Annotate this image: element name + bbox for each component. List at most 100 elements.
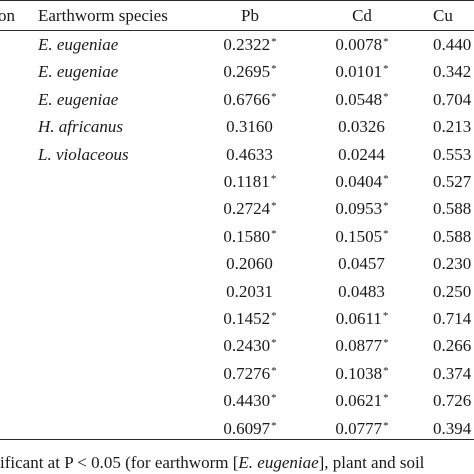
cell-pb-value: 0.4430 <box>223 391 271 410</box>
significance-mark: * <box>383 36 389 48</box>
significance-mark: * <box>383 228 389 240</box>
cell-pb: 0.1181* <box>208 173 292 190</box>
cell-pb-value: 0.2031 <box>226 282 273 301</box>
cell-cd: 0.0877* <box>320 337 404 354</box>
cell-pb: 0.1452* <box>208 310 292 327</box>
significance-mark: * <box>383 200 389 212</box>
footnote-species: E. eugeniae <box>238 453 319 472</box>
cell-cu-value: 0.704 <box>433 90 472 109</box>
significance-mark: * <box>383 63 389 75</box>
cell-cu: 0.230 <box>433 255 471 272</box>
significance-mark: * <box>271 91 277 103</box>
cell-cu-value: 0.726 <box>433 391 472 410</box>
cell-cu-value: 0.394 <box>433 419 472 438</box>
cell-pb: 0.7276* <box>208 365 292 382</box>
cell-cu: 0.527 <box>433 173 471 190</box>
significance-mark: * <box>383 337 389 349</box>
cell-cd-value: 0.0078 <box>335 35 383 54</box>
cell-pb: 0.6766* <box>208 91 292 108</box>
cell-cd-value: 0.0483 <box>338 282 385 301</box>
cell-species: L. violaceous <box>38 145 129 164</box>
cell-cu-value: 0.266 <box>433 336 472 355</box>
cell-species: H. africanus <box>38 117 123 136</box>
cell-cd-value: 0.0621 <box>335 391 383 410</box>
cell-cu: 0.440 <box>433 36 471 53</box>
cell-cd-value: 0.0101 <box>335 62 383 81</box>
cell-cu-value: 0.213 <box>433 117 472 136</box>
header-earthworm-species: Earthworm species <box>38 6 168 25</box>
cell-pb-value: 0.6766 <box>223 90 271 109</box>
cell-pb: 0.1580* <box>208 228 292 245</box>
cell-cu: 0.342 <box>433 63 471 80</box>
significance-mark: * <box>271 337 277 349</box>
cell-pb: 0.4430* <box>208 392 292 409</box>
table-top-rule <box>0 0 474 1</box>
cell-cd-value: 0.1038 <box>335 364 383 383</box>
cell-pb: 0.3160 <box>208 118 292 135</box>
table-header-rule <box>0 30 474 31</box>
cell-cd: 0.0621* <box>320 392 404 409</box>
header-first-column: on <box>0 6 15 25</box>
cell-pb-value: 0.2322 <box>223 35 271 54</box>
cell-cd-value: 0.1505 <box>335 227 383 246</box>
cell-cu-value: 0.250 <box>433 282 472 301</box>
cell-pb: 0.2031 <box>208 283 292 300</box>
significance-mark: * <box>383 91 389 103</box>
significance-mark: * <box>271 36 277 48</box>
cell-species: E. eugeniae <box>38 90 119 109</box>
table-footnote: ificant at P < 0.05 (for earthworm [E. e… <box>0 453 424 473</box>
cell-cu-value: 0.588 <box>433 199 472 218</box>
cell-cu-value: 0.588 <box>433 227 472 246</box>
cell-pb-value: 0.2060 <box>226 254 273 273</box>
cell-cu: 0.704 <box>433 91 471 108</box>
cell-pb-value: 0.6097 <box>223 419 271 438</box>
cell-cd-value: 0.0953 <box>335 199 383 218</box>
header-pb: Pb <box>241 6 259 25</box>
footnote-text-1: ificant at P < 0.05 (for earthworm [ <box>0 453 239 472</box>
cell-cd-value: 0.0244 <box>338 145 385 164</box>
cell-cu: 0.266 <box>433 337 471 354</box>
footnote-text-2: ], plant and soil <box>318 453 425 472</box>
cell-pb: 0.2322* <box>208 36 292 53</box>
cell-cd-value: 0.0877 <box>335 336 383 355</box>
cell-pb-value: 0.2724 <box>223 199 271 218</box>
cell-cu-value: 0.440 <box>433 35 472 54</box>
cell-cd: 0.0611* <box>320 310 404 327</box>
cell-cu-value: 0.230 <box>433 254 472 273</box>
cell-cu-value: 0.714 <box>433 309 472 328</box>
cell-cd-value: 0.0611 <box>335 309 382 328</box>
significance-mark: * <box>383 173 389 185</box>
cell-cd: 0.0078* <box>320 36 404 53</box>
cell-cu-value: 0.553 <box>433 145 472 164</box>
cell-cu: 0.588 <box>433 228 471 245</box>
cell-pb-value: 0.4633 <box>226 145 273 164</box>
cell-pb: 0.2724* <box>208 200 292 217</box>
cell-cu: 0.726 <box>433 392 471 409</box>
cell-cu: 0.588 <box>433 200 471 217</box>
significance-mark: * <box>383 365 389 377</box>
cell-pb-value: 0.1452 <box>223 309 271 328</box>
cell-cu: 0.213 <box>433 118 471 135</box>
significance-mark: * <box>270 173 277 185</box>
cell-cu: 0.553 <box>433 146 471 163</box>
cell-cd: 0.0101* <box>320 63 404 80</box>
cell-cd-value: 0.0777 <box>335 419 383 438</box>
cell-cu-value: 0.527 <box>433 172 472 191</box>
cell-cd: 0.0548* <box>320 91 404 108</box>
cell-cd: 0.0483 <box>320 283 404 300</box>
cell-pb-value: 0.7276 <box>223 364 271 383</box>
table-bottom-rule <box>0 439 474 440</box>
significance-mark: * <box>271 228 277 240</box>
cell-cu: 0.250 <box>433 283 471 300</box>
cell-pb-value: 0.1580 <box>223 227 271 246</box>
cell-pb-value: 0.2430 <box>223 336 271 355</box>
significance-mark: * <box>382 310 389 322</box>
significance-mark: * <box>271 392 277 404</box>
significance-mark: * <box>271 310 277 322</box>
cell-cd: 0.1505* <box>320 228 404 245</box>
cell-cd: 0.0326 <box>320 118 404 135</box>
cell-cd: 0.1038* <box>320 365 404 382</box>
significance-mark: * <box>271 200 277 212</box>
cell-cu: 0.394 <box>433 420 471 437</box>
header-cu: Cu <box>433 6 453 25</box>
